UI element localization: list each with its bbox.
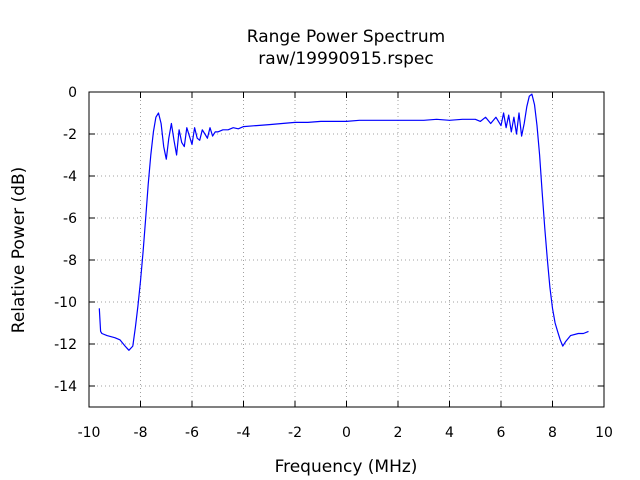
series-group bbox=[98, 93, 589, 351]
x-tick-label: 10 bbox=[595, 425, 613, 441]
y-tick-label: -6 bbox=[63, 211, 77, 227]
axis-ticks: -10 -8 -6 -4 -2 0 2 4 6 8 10 0 -2 -4 -6 -8 -10 -12 -14 bbox=[54, 85, 613, 441]
x-tick-label: -4 bbox=[237, 425, 251, 441]
x-tick-label: -6 bbox=[185, 425, 199, 441]
y-tick-label: -2 bbox=[63, 127, 77, 143]
x-tick-label: 2 bbox=[394, 425, 403, 441]
x-tick-label: -8 bbox=[134, 425, 148, 441]
x-axis-label: Frequency (MHz) bbox=[275, 457, 418, 477]
y-tick-label: -10 bbox=[54, 295, 77, 311]
x-tick-label: 4 bbox=[445, 425, 454, 441]
chart-subtitle: raw/19990915.rspec bbox=[258, 49, 433, 69]
x-tick-label: -10 bbox=[78, 425, 101, 441]
y-tick-label: -8 bbox=[63, 253, 77, 269]
x-tick-label: 0 bbox=[342, 425, 351, 441]
spectrum-series-line bbox=[98, 93, 589, 351]
plot-frame bbox=[88, 91, 605, 408]
y-tick-label: 0 bbox=[68, 85, 77, 101]
y-axis-label: Relative Power (dB) bbox=[9, 167, 29, 333]
x-tick-label: -2 bbox=[288, 425, 302, 441]
x-tick-label: 6 bbox=[497, 425, 506, 441]
chart-title: Range Power Spectrum bbox=[247, 27, 445, 47]
y-tick-label: -14 bbox=[54, 379, 77, 395]
y-tick-label: -12 bbox=[54, 337, 77, 353]
y-tick-label: -4 bbox=[63, 169, 77, 185]
x-tick-label: 8 bbox=[548, 425, 557, 441]
grid bbox=[89, 92, 604, 407]
